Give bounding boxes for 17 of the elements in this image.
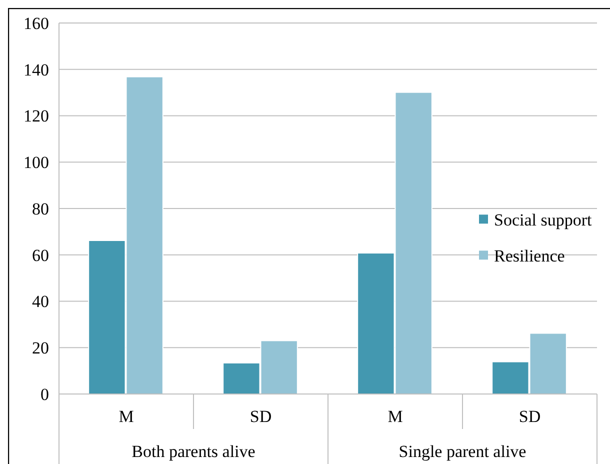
text: Both parents alive (132, 442, 256, 461)
y-tick-label: 100 (24, 153, 49, 172)
text: Single parent alive (398, 442, 526, 461)
y-tick-label: 140 (24, 60, 49, 80)
legend-label: Resilience (494, 246, 565, 266)
y-tick-label: 160 (24, 14, 49, 33)
x-tick-label: M (388, 406, 403, 426)
x-tick-label: M (118, 406, 134, 426)
x-tick-label: SD (250, 406, 272, 426)
y-tick-label: 60 (32, 246, 49, 265)
y-tick-label: 0 (40, 384, 49, 404)
x-tick-label: SD (518, 406, 541, 426)
legend-label: Social support (494, 210, 592, 230)
y-tick-label: 20 (32, 338, 49, 358)
y-tick-label: 40 (32, 292, 49, 312)
y-tick-label: 80 (32, 199, 49, 218)
y-tick-label: 120 (24, 106, 49, 126)
